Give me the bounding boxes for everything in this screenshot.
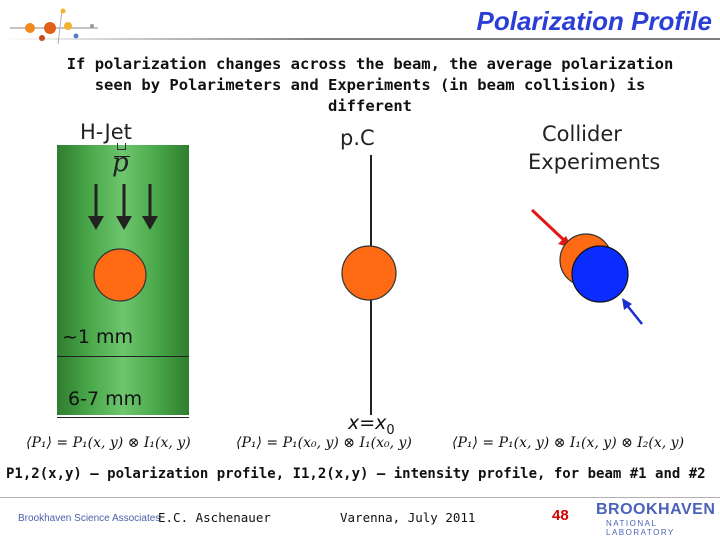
jet-divider bbox=[57, 356, 189, 357]
pc-formula: ⟨P₁⟩ = P₁(x₀, y) ⊗ I₁(x₀, y) bbox=[236, 435, 412, 451]
jet-width-1mm: ~1 mm bbox=[62, 326, 134, 348]
collider-beams-diagram bbox=[530, 208, 643, 325]
collider-heading-line2: Experiments bbox=[528, 150, 661, 174]
beam2-arrow-line bbox=[625, 303, 643, 325]
hjet-heading: H-Jet bbox=[80, 120, 132, 144]
jet-flow-arrows-icon bbox=[88, 184, 158, 230]
intro-text: If polarization changes across the beam,… bbox=[66, 55, 674, 115]
pc-beam-circle bbox=[341, 245, 397, 301]
jet-width-6-7mm: 6-7 mm bbox=[68, 388, 143, 410]
jet-nozzle-icon bbox=[117, 143, 126, 150]
pc-heading: p.C bbox=[340, 126, 375, 150]
beam2-arrow-head-icon bbox=[622, 298, 632, 310]
collider-formula: ⟨P₁⟩ = P₁(x, y) ⊗ I₁(x, y) ⊗ I₂(x, y) bbox=[452, 435, 685, 451]
footer-venue: Varenna, July 2011 bbox=[340, 510, 476, 525]
footer-divider bbox=[0, 497, 720, 498]
footer-author: E.C. Aschenauer bbox=[158, 510, 271, 525]
beam1-arrow-line bbox=[530, 208, 568, 244]
title-divider bbox=[0, 38, 720, 40]
jet-bottom-line bbox=[57, 417, 189, 418]
collider-heading-line1: Collider bbox=[542, 122, 622, 146]
footer-organization: Brookhaven Science Associates bbox=[18, 513, 161, 524]
lab-logo-subtitle: NATIONAL LABORATORY bbox=[606, 519, 675, 537]
atom-logo-icon bbox=[10, 8, 98, 45]
profile-caption: P1,2(x,y) – polarization profile, I1,2(x… bbox=[6, 466, 706, 482]
pc-position-label: x=x0 bbox=[348, 412, 395, 438]
hjet-formula: ⟨P₁⟩ = P₁(x, y) ⊗ I₁(x, y) bbox=[26, 435, 191, 451]
page-title: Polarization Profile bbox=[476, 6, 713, 36]
proton-overbar bbox=[114, 156, 130, 157]
page-number: 48 bbox=[552, 507, 569, 524]
proton-symbol: p bbox=[112, 148, 129, 178]
lab-logo-name: BROOKHAVEN bbox=[596, 501, 716, 518]
hjet-beam-circle bbox=[93, 248, 147, 302]
beam2-circle bbox=[571, 245, 629, 303]
pc-position-text: x=x bbox=[348, 412, 387, 434]
pc-position-subscript: 0 bbox=[386, 422, 395, 438]
